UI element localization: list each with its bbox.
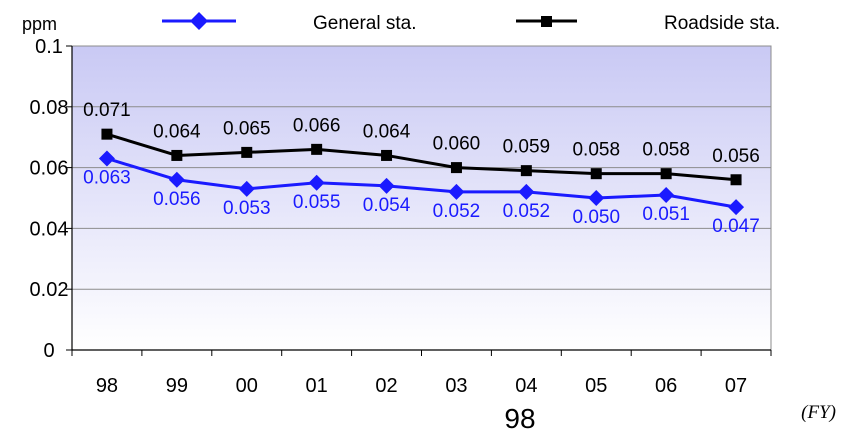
legend-roadside-square-icon <box>541 16 552 27</box>
legend-general-label: General sta. <box>313 13 417 34</box>
x-tick-label: 02 <box>375 375 397 397</box>
data-label-roadside-98: 0.071 <box>83 100 131 121</box>
series-lines <box>106 132 737 209</box>
data-label-roadside-06: 0.058 <box>642 140 690 161</box>
series-line-roadside <box>106 132 737 182</box>
marker-general-05 <box>588 190 605 206</box>
data-label-roadside-05: 0.058 <box>572 140 620 161</box>
legend-roadside-label: Roadside sta. <box>664 13 780 34</box>
marker-general-01 <box>308 174 325 191</box>
data-label-general-05: 0.050 <box>572 207 620 228</box>
marker-roadside-01 <box>311 143 323 155</box>
marker-roadside-04 <box>520 165 532 177</box>
marker-general-02 <box>378 177 395 194</box>
x-tick-label: 03 <box>445 375 467 397</box>
marker-roadside-02 <box>381 149 393 161</box>
y-tick-label: 0.08 <box>30 97 69 119</box>
x-tick-label: 05 <box>585 375 607 397</box>
series-line-general <box>106 157 737 209</box>
data-label-roadside-01: 0.066 <box>293 115 341 136</box>
legend: General sta. Roadside sta. <box>162 12 780 34</box>
x-center-label: 98 <box>504 403 535 434</box>
marker-roadside-03 <box>450 162 462 174</box>
marker-roadside-05 <box>590 168 602 180</box>
data-label-general-02: 0.054 <box>363 195 411 216</box>
marker-general-00 <box>238 180 255 197</box>
marker-general-98 <box>98 150 115 167</box>
y-tick-label: 0.06 <box>30 158 69 180</box>
x-tick-label: 06 <box>655 375 677 397</box>
data-labels: 0.063 0.056 0.053 0.055 0.054 0.052 0.052 0.050… <box>83 100 760 237</box>
y-tick-label: 0.1 <box>35 36 63 58</box>
axis-ticks <box>66 45 772 356</box>
x-tick-label: 07 <box>725 375 747 397</box>
marker-general-03 <box>448 183 465 200</box>
data-label-roadside-03: 0.060 <box>433 134 481 155</box>
data-label-roadside-04: 0.059 <box>503 137 551 158</box>
marker-general-07 <box>728 199 745 216</box>
data-label-roadside-02: 0.064 <box>363 121 411 142</box>
y-tick-labels: 0 0.02 0.04 0.06 0.08 0.1 <box>30 36 69 362</box>
x-tick-label: 04 <box>515 375 537 397</box>
x-tick-label: 00 <box>236 375 258 397</box>
marker-roadside-07 <box>730 174 742 186</box>
plot-area <box>71 45 772 351</box>
y-tick-label: 0 <box>43 340 54 362</box>
marker-general-06 <box>658 186 675 203</box>
data-label-roadside-07: 0.056 <box>712 146 760 167</box>
data-label-general-04: 0.052 <box>503 201 551 222</box>
y-unit-label: ppm <box>22 14 57 34</box>
series-markers <box>98 128 745 216</box>
x-tick-label: 01 <box>306 375 328 397</box>
x-tick-label: 98 <box>96 375 118 397</box>
gridlines <box>72 106 771 290</box>
data-label-general-99: 0.056 <box>153 189 201 210</box>
data-label-roadside-00: 0.065 <box>223 118 271 139</box>
marker-roadside-00 <box>241 146 253 158</box>
data-label-general-07: 0.047 <box>712 216 760 237</box>
x-unit-label: (FY) <box>801 402 836 423</box>
data-label-roadside-99: 0.064 <box>153 121 201 142</box>
marker-roadside-99 <box>171 149 183 161</box>
marker-general-99 <box>168 171 185 188</box>
x-tick-labels: 98 99 00 01 02 03 04 05 06 07 <box>96 375 747 397</box>
data-label-general-03: 0.052 <box>433 201 481 222</box>
marker-roadside-06 <box>660 168 672 180</box>
data-label-general-00: 0.053 <box>223 198 271 219</box>
y-tick-label: 0.02 <box>30 279 69 301</box>
marker-roadside-98 <box>101 128 113 140</box>
x-tick-label: 99 <box>166 375 188 397</box>
data-label-general-01: 0.055 <box>293 192 341 213</box>
y-tick-label: 0.04 <box>30 218 69 240</box>
data-label-general-98: 0.063 <box>83 167 131 188</box>
marker-general-04 <box>518 183 535 200</box>
legend-general-diamond-icon <box>190 12 208 30</box>
data-label-general-06: 0.051 <box>642 204 690 225</box>
